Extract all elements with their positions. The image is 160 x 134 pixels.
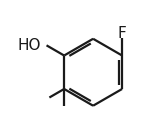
Text: HO: HO [17,38,41,53]
Text: F: F [118,26,126,41]
